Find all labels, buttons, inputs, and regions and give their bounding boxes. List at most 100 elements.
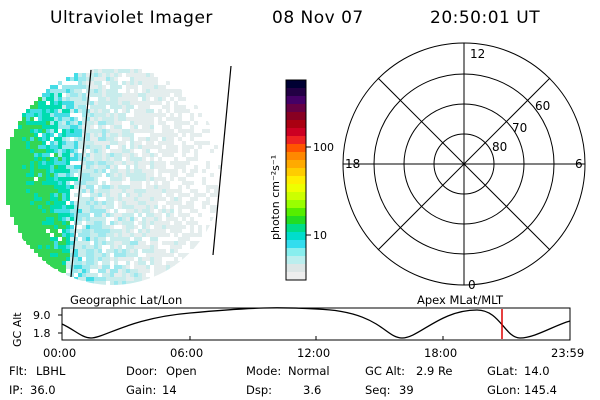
uv-pixel: [102, 229, 106, 233]
uv-pixel: [190, 245, 194, 249]
uv-pixel: [122, 137, 126, 141]
uv-pixel: [58, 177, 62, 181]
uv-pixel: [54, 197, 58, 201]
uv-pixel: [74, 85, 78, 89]
uv-pixel: [86, 221, 90, 225]
uv-pixel: [198, 229, 202, 233]
uv-pixel: [146, 217, 150, 221]
uv-pixel: [162, 161, 166, 165]
uv-pixel: [102, 73, 106, 77]
status-glat-value: 14.0: [524, 364, 550, 378]
uv-pixel: [154, 133, 158, 137]
uv-pixel: [162, 85, 166, 89]
uv-pixel: [134, 253, 138, 257]
uv-pixel: [146, 85, 150, 89]
uv-pixel: [50, 237, 54, 241]
uv-pixel: [30, 165, 34, 169]
uv-pixel: [122, 233, 126, 237]
uv-pixel: [70, 117, 74, 121]
uv-pixel: [198, 141, 202, 145]
uv-pixel: [82, 225, 86, 229]
uv-pixel: [58, 269, 62, 273]
uv-pixel: [134, 121, 138, 125]
uv-pixel: [170, 137, 174, 141]
uv-pixel: [118, 101, 122, 105]
uv-pixel: [154, 237, 158, 241]
uv-pixel: [34, 141, 38, 145]
uv-pixel: [54, 213, 58, 217]
uv-pixel: [78, 265, 82, 269]
uv-pixel: [62, 109, 66, 113]
uv-pixel: [158, 233, 162, 237]
uv-pixel: [62, 165, 66, 169]
uv-pixel: [102, 153, 106, 157]
uv-pixel: [110, 73, 114, 77]
uv-pixel: [54, 85, 58, 89]
uv-pixel: [134, 113, 138, 117]
uv-pixel: [22, 169, 26, 173]
uv-pixel: [78, 169, 82, 173]
uv-pixel: [122, 161, 126, 165]
uv-pixel: [182, 141, 186, 145]
uv-pixel: [154, 213, 158, 217]
uv-pixel: [162, 265, 166, 269]
uv-pixel: [138, 273, 142, 277]
uv-pixel: [110, 125, 114, 129]
uv-pixel: [198, 241, 202, 245]
uv-pixel: [114, 189, 118, 193]
uv-pixel: [162, 153, 166, 157]
uv-pixel: [66, 85, 70, 89]
uv-pixel: [94, 89, 98, 93]
uv-pixel: [34, 157, 38, 161]
uv-pixel: [142, 101, 146, 105]
uv-pixel: [110, 141, 114, 145]
uv-pixel: [146, 265, 150, 269]
uv-pixel: [50, 113, 54, 117]
uv-pixel: [142, 93, 146, 97]
uv-pixel: [18, 165, 22, 169]
colorbar-cell: [286, 240, 306, 249]
uv-pixel: [38, 169, 42, 173]
uv-pixel: [18, 133, 22, 137]
uv-pixel: [178, 245, 182, 249]
uv-pixel: [94, 197, 98, 201]
uv-pixel: [86, 233, 90, 237]
uv-pixel: [122, 169, 126, 173]
uv-pixel: [142, 229, 146, 233]
uv-pixel: [134, 117, 138, 121]
uv-pixel: [106, 165, 110, 169]
uv-pixel: [158, 261, 162, 265]
uv-pixel: [82, 253, 86, 257]
uv-pixel: [54, 129, 58, 133]
uv-pixel: [34, 101, 38, 105]
uv-pixel: [50, 85, 54, 89]
uv-pixel: [170, 145, 174, 149]
uv-pixel: [82, 269, 86, 273]
uv-pixel: [86, 77, 90, 81]
uv-pixel: [62, 85, 66, 89]
uv-pixel: [170, 141, 174, 145]
uv-pixel: [38, 145, 42, 149]
uv-pixel: [110, 237, 114, 241]
uv-pixel: [166, 89, 170, 93]
uv-pixel: [162, 185, 166, 189]
uv-pixel: [54, 237, 58, 241]
uv-pixel: [82, 245, 86, 249]
uv-pixel: [38, 141, 42, 145]
uv-pixel: [114, 197, 118, 201]
uv-pixel: [158, 225, 162, 229]
colorbar-cell: [286, 216, 306, 225]
uv-pixel: [122, 225, 126, 229]
uv-pixel: [78, 233, 82, 237]
uv-pixel: [162, 149, 166, 153]
uv-pixel: [134, 141, 138, 145]
uv-pixel: [22, 153, 26, 157]
uv-pixel: [42, 157, 46, 161]
uv-pixel: [142, 201, 146, 205]
uv-pixel: [70, 97, 74, 101]
uv-pixel: [74, 109, 78, 113]
uv-pixel: [14, 161, 18, 165]
uv-pixel: [194, 233, 198, 237]
uv-pixel: [86, 265, 90, 269]
uv-pixel: [10, 177, 14, 181]
